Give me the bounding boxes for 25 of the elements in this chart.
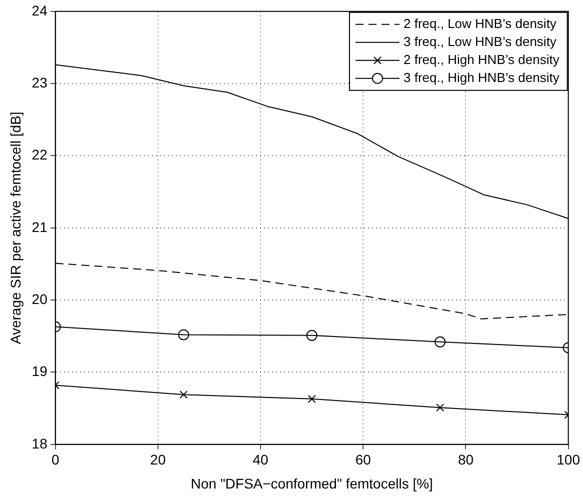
x-tick-label: 20	[150, 452, 166, 468]
y-axis-title: Average SIR per active femtocell [dB]	[7, 112, 24, 344]
x-tick-label: 0	[51, 452, 60, 468]
x-tick-label: 60	[355, 452, 372, 468]
legend-label: 3 freq., Low HNB’s density	[403, 34, 557, 49]
point	[436, 404, 444, 412]
legend-label: 2 freq., High HNB’s density	[403, 52, 560, 67]
point	[178, 329, 190, 340]
point	[306, 330, 318, 341]
x-axis-title: Non "DFSA−conformed" femtocells [%]	[190, 475, 433, 492]
legend-label: 3 freq., High HNB’s density	[403, 70, 560, 85]
y-tick-label: 21	[32, 218, 48, 235]
legend-label: 2 freq., Low HNB’s density	[403, 16, 557, 31]
y-tick-label: 18	[32, 435, 48, 452]
y-tick-label: 19	[32, 363, 48, 380]
y-tick-label: 20	[32, 290, 48, 307]
y-tick-label: 22	[32, 146, 48, 163]
y-tick-label: 24	[32, 2, 48, 18]
point	[434, 336, 446, 348]
point	[180, 390, 188, 399]
x-tick-label: 100	[556, 452, 580, 468]
y-tick-label: 23	[32, 74, 48, 90]
x-tick-label: 80	[458, 452, 474, 468]
x-tick-label: 40	[252, 452, 269, 468]
point	[308, 394, 316, 403]
